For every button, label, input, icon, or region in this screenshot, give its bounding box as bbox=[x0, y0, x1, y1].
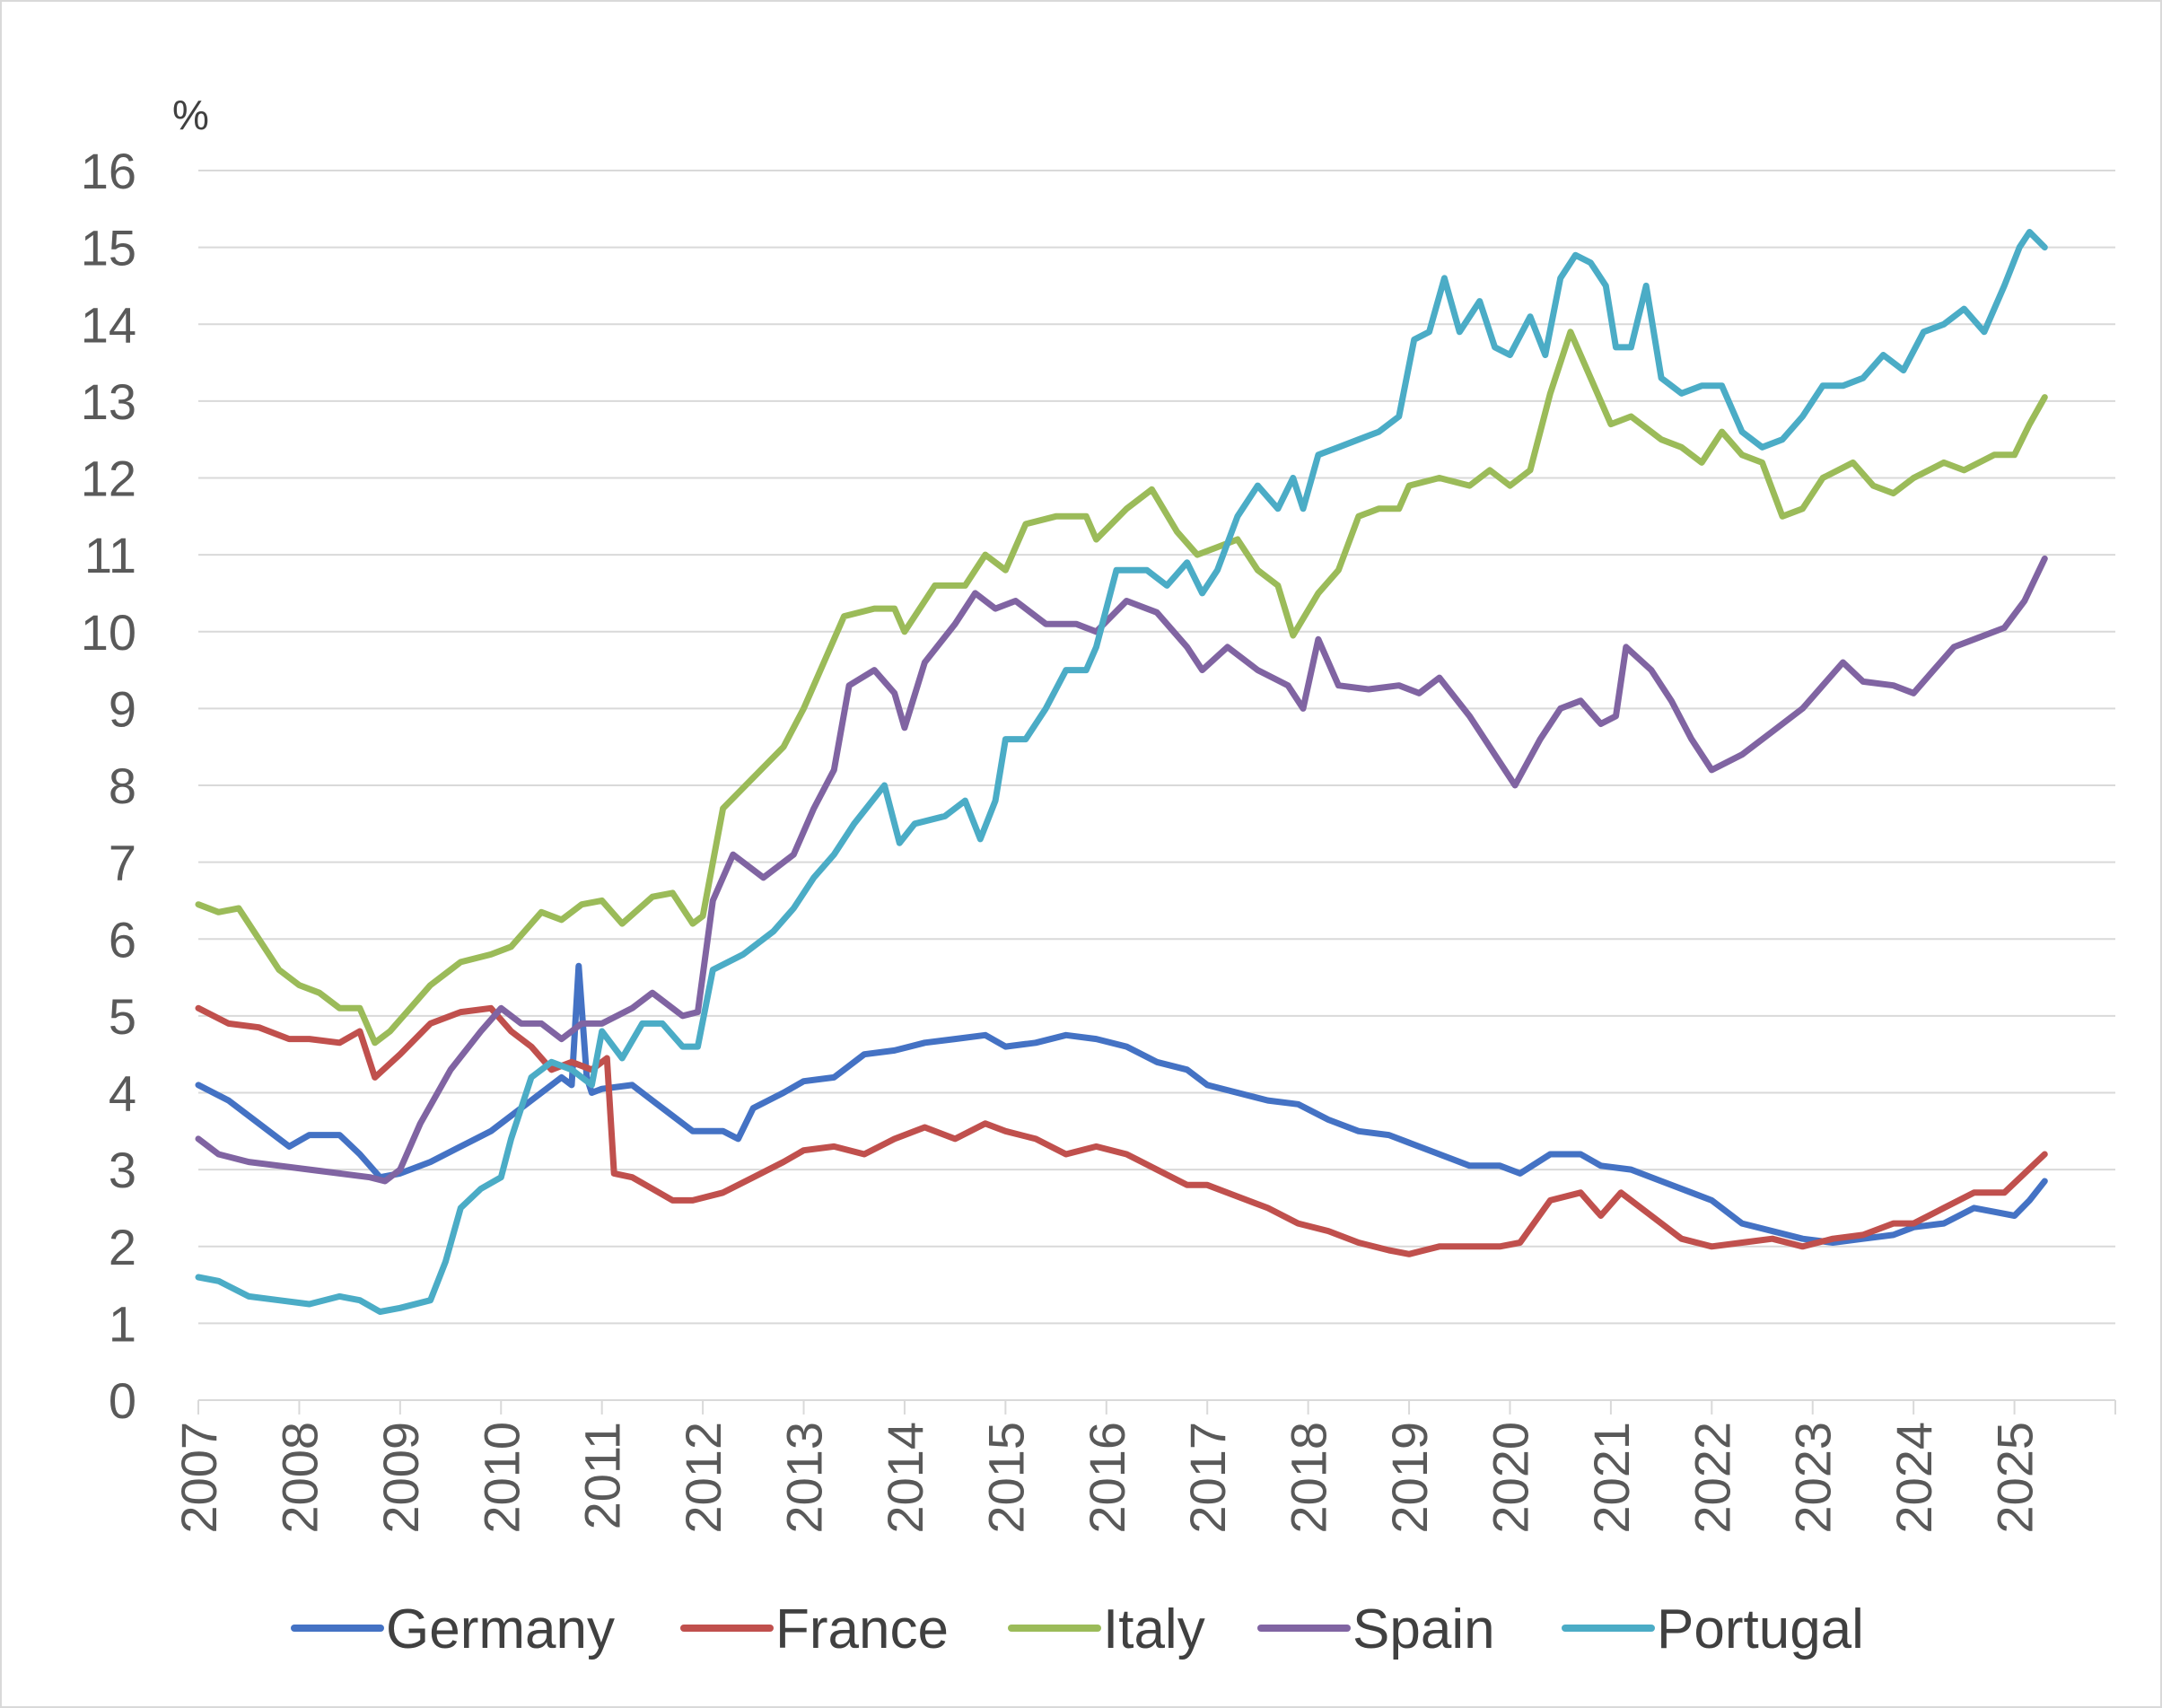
y-tick-label: 4 bbox=[109, 1065, 136, 1122]
legend: Germany France Italy Spain Portugal bbox=[291, 1599, 1864, 1660]
x-tick-label: 2025 bbox=[1987, 1422, 2044, 1534]
x-tick-label: 2012 bbox=[675, 1422, 731, 1534]
x-tick-label: 2023 bbox=[1785, 1422, 1842, 1534]
y-tick-label: 15 bbox=[81, 220, 136, 276]
series-line-italy bbox=[195, 328, 2048, 1047]
y-tick-label: 11 bbox=[84, 527, 136, 583]
y-axis-unit-label: % bbox=[172, 92, 209, 138]
x-tick-label: 2010 bbox=[473, 1422, 530, 1534]
x-tick-label: 2019 bbox=[1381, 1422, 1438, 1534]
x-tick-label: 2013 bbox=[776, 1422, 833, 1534]
series-line-france bbox=[195, 1004, 2048, 1257]
x-tick-label: 2009 bbox=[372, 1422, 429, 1534]
x-tick-label: 2008 bbox=[271, 1422, 328, 1534]
y-tick-label: 12 bbox=[81, 451, 136, 507]
y-tick-label: 13 bbox=[81, 373, 136, 430]
x-tick-label: 2022 bbox=[1684, 1422, 1740, 1534]
y-tick-label: 2 bbox=[109, 1219, 136, 1275]
y-tick-label: 9 bbox=[109, 680, 136, 737]
y-tick-label: 8 bbox=[109, 758, 136, 814]
y-tick-label: 0 bbox=[109, 1372, 136, 1429]
series-line-portugal bbox=[195, 229, 2048, 1315]
x-tick-label: 2011 bbox=[574, 1422, 631, 1529]
y-tick-label: 16 bbox=[81, 143, 136, 199]
x-tick-label: 2007 bbox=[171, 1422, 227, 1534]
y-tick-label: 14 bbox=[81, 296, 136, 353]
x-tick-label: 2015 bbox=[977, 1422, 1034, 1534]
x-tick-label: 2017 bbox=[1179, 1422, 1236, 1534]
y-tick-label: 3 bbox=[109, 1142, 136, 1198]
x-tick-label: 2021 bbox=[1583, 1422, 1640, 1534]
series-line-spain bbox=[195, 555, 2048, 1185]
x-tick-label: 2018 bbox=[1281, 1422, 1337, 1534]
y-tick-label: 5 bbox=[109, 988, 136, 1045]
y-tick-label: 1 bbox=[109, 1295, 136, 1352]
x-tick-label: 2024 bbox=[1886, 1422, 1942, 1534]
legend-label-spain: Spain bbox=[1352, 1599, 1495, 1660]
x-axis: 2007 2008 2009 2010 2011 2012 2013 2014 2015 2016… bbox=[171, 1399, 2116, 1534]
y-tick-label: 10 bbox=[81, 604, 136, 661]
y-tick-label: 6 bbox=[109, 911, 136, 968]
legend-label-france: France bbox=[775, 1599, 949, 1660]
x-tick-label: 2020 bbox=[1482, 1422, 1538, 1534]
legend-label-portugal: Portugal bbox=[1657, 1599, 1864, 1660]
legend-label-germany: Germany bbox=[386, 1599, 615, 1660]
x-tick-label: 2014 bbox=[877, 1422, 933, 1534]
legend-label-italy: Italy bbox=[1103, 1599, 1205, 1660]
y-tick-label: 7 bbox=[109, 835, 136, 891]
x-tick-label: 2016 bbox=[1079, 1422, 1135, 1534]
gridlines bbox=[198, 170, 2115, 1325]
plot-series bbox=[195, 229, 2048, 1315]
